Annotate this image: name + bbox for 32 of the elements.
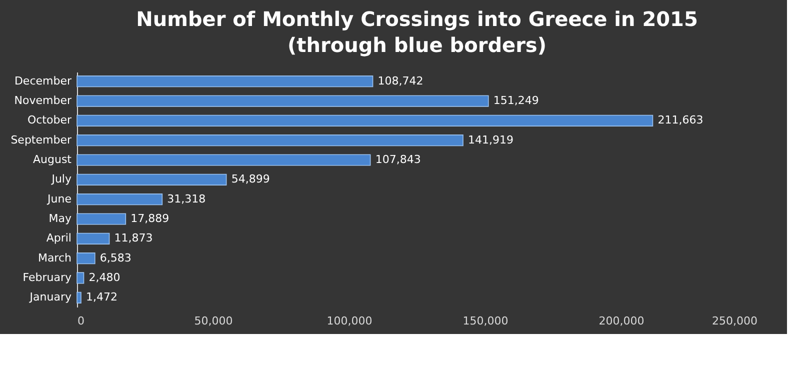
data-label: 211,663 <box>658 114 704 127</box>
data-label: 141,919 <box>468 133 514 146</box>
y-tick-label: August <box>33 153 72 166</box>
y-tick-label: June <box>46 192 72 206</box>
x-tick-label: 250,000 <box>712 314 758 328</box>
data-label: 107,843 <box>375 153 421 166</box>
x-tick-label: 100,000 <box>326 314 372 328</box>
y-tick-label: September <box>10 133 72 146</box>
x-tick-label: 150,000 <box>462 314 508 328</box>
y-tick-label: July <box>50 172 72 186</box>
y-tick-label: February <box>22 270 72 284</box>
data-label: 17,889 <box>130 212 170 225</box>
x-tick-label: 50,000 <box>194 314 233 328</box>
chart-title: Number of Monthly Crossings into Greece in 2015 <box>136 7 698 31</box>
data-label: 151,249 <box>493 94 539 108</box>
x-tick-label: 200,000 <box>598 314 644 328</box>
y-tick-label: November <box>14 94 72 108</box>
data-label: 54,899 <box>231 172 270 186</box>
y-tick-label: March <box>38 251 72 264</box>
y-tick-label: January <box>28 290 72 304</box>
x-tick-label: 0 <box>78 314 84 328</box>
data-label: 6,583 <box>100 251 132 264</box>
y-tick-label: December <box>14 74 72 88</box>
data-label: 2,480 <box>88 270 120 284</box>
data-label: 31,318 <box>167 192 206 206</box>
y-tick-label: May <box>48 212 72 225</box>
data-label: 11,873 <box>114 232 153 245</box>
data-label: 108,742 <box>378 74 424 88</box>
data-label: 1,472 <box>86 290 118 304</box>
y-tick-label: April <box>46 232 72 245</box>
chart-subtitle: (through blue borders) <box>288 33 546 57</box>
y-tick-label: October <box>27 114 72 127</box>
